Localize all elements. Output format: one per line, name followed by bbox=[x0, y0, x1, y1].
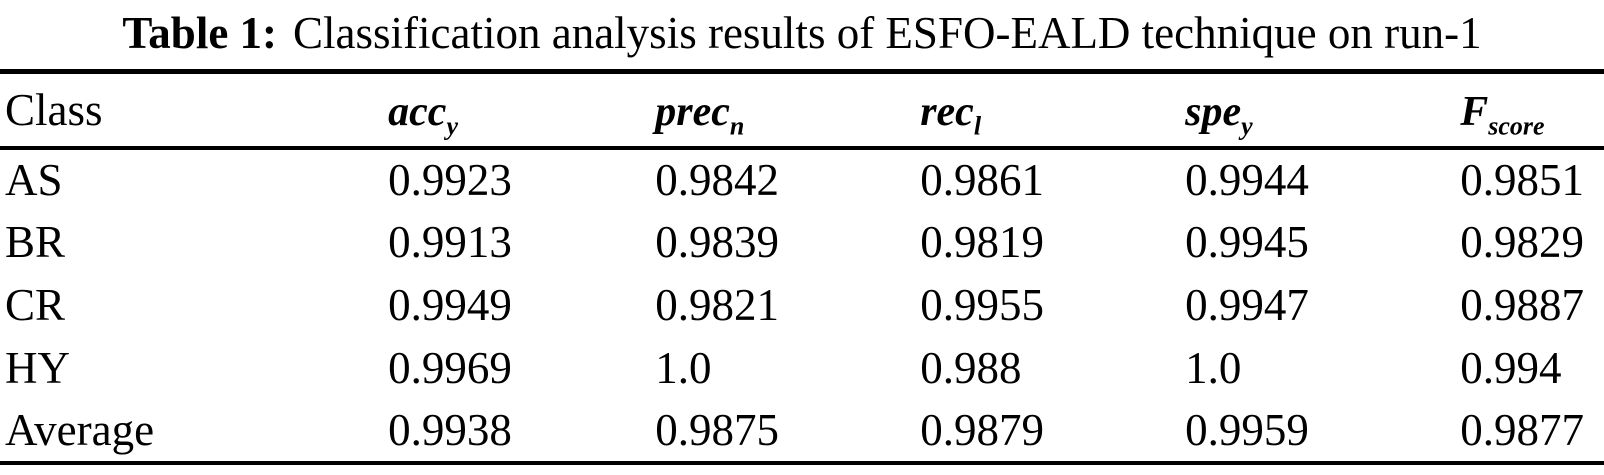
table-row-as: AS 0.9923 0.9842 0.9861 0.9944 0.9851 bbox=[0, 148, 1604, 211]
cell-value: 0.9821 bbox=[655, 280, 779, 330]
cell-value: 0.9959 bbox=[1185, 405, 1309, 455]
row-label: CR bbox=[5, 280, 66, 330]
column-header-fscore: Fscore bbox=[1460, 71, 1604, 150]
cell-value: 0.9923 bbox=[388, 155, 512, 205]
cell-value: 0.9949 bbox=[388, 280, 512, 330]
cell-value: 0.9969 bbox=[388, 343, 512, 393]
cell-value: 0.9955 bbox=[920, 280, 1044, 330]
column-header-specificity: spey bbox=[1185, 71, 1461, 150]
cell-value: 0.9945 bbox=[1185, 217, 1309, 267]
results-table-header: Class accy precn recl spey Fscore bbox=[0, 71, 1604, 150]
cell-value: 1.0 bbox=[655, 343, 712, 393]
cell-value: 0.9877 bbox=[1460, 405, 1584, 455]
row-label: HY bbox=[5, 343, 70, 393]
cell-value: 0.9879 bbox=[920, 405, 1044, 455]
cell-value: 0.9947 bbox=[1185, 280, 1309, 330]
cell-value: 0.9851 bbox=[1460, 155, 1584, 205]
column-header-class: Class bbox=[0, 71, 389, 150]
cell-value: 0.9842 bbox=[655, 155, 779, 205]
column-header-precision: precn bbox=[655, 71, 921, 150]
cell-value: 0.9913 bbox=[388, 217, 512, 267]
table-caption: Table 1: Classification analysis results … bbox=[0, 0, 1604, 69]
row-label: Average bbox=[5, 405, 155, 455]
cell-value: 0.988 bbox=[920, 343, 1022, 393]
table-caption-text: Classification analysis results of ESFO-… bbox=[293, 8, 1482, 58]
cell-value: 0.994 bbox=[1460, 343, 1562, 393]
table-row-hy: HY 0.9969 1.0 0.988 1.0 0.994 bbox=[0, 337, 1604, 400]
cell-value: 0.9944 bbox=[1185, 155, 1309, 205]
table-row-br: BR 0.9913 0.9839 0.9819 0.9945 0.9829 bbox=[0, 211, 1604, 274]
cell-value: 0.9839 bbox=[655, 217, 779, 267]
cell-value: 0.9829 bbox=[1460, 217, 1584, 267]
cell-value: 1.0 bbox=[1185, 343, 1242, 393]
table-caption-label: Table 1: bbox=[122, 8, 278, 58]
column-header-accuracy: accy bbox=[388, 71, 656, 150]
cell-value: 0.9887 bbox=[1460, 280, 1584, 330]
header-row: Class accy precn recl spey Fscore bbox=[0, 71, 1604, 150]
results-table-body: AS 0.9923 0.9842 0.9861 0.9944 0.9851 BR… bbox=[0, 148, 1604, 463]
row-label: AS bbox=[5, 155, 63, 205]
column-header-recall: recl bbox=[920, 71, 1186, 150]
table-row-cr: CR 0.9949 0.9821 0.9955 0.9947 0.9887 bbox=[0, 274, 1604, 337]
table-row-average: Average 0.9938 0.9875 0.9879 0.9959 0.98… bbox=[0, 400, 1604, 463]
row-label: BR bbox=[5, 217, 66, 267]
cell-value: 0.9875 bbox=[655, 405, 779, 455]
cell-value: 0.9819 bbox=[920, 217, 1044, 267]
cell-value: 0.9938 bbox=[388, 405, 512, 455]
results-table: Class accy precn recl spey Fscore AS 0.9… bbox=[0, 69, 1604, 465]
cell-value: 0.9861 bbox=[920, 155, 1044, 205]
